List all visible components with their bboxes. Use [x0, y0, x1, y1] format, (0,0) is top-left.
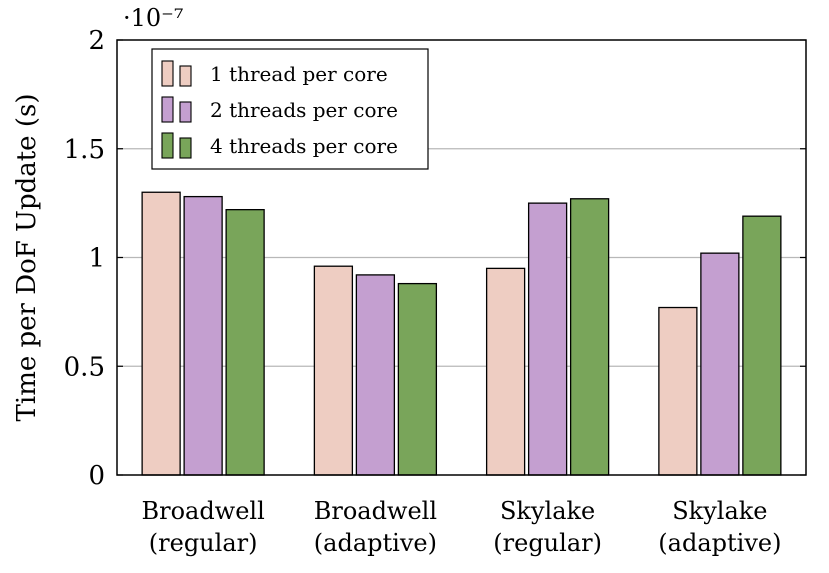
legend-swatch	[161, 132, 174, 159]
legend-label: 2 threads per core	[210, 98, 398, 122]
bar	[183, 195, 223, 476]
bar	[658, 306, 698, 476]
y-axis-label: Time per DoF Update (s)	[12, 94, 42, 422]
legend-swatch	[161, 96, 174, 123]
y-axis-ticks: 0 0.5 1 1.5 2	[64, 26, 806, 491]
bar	[225, 208, 265, 476]
y-tick-label: 0	[88, 461, 105, 491]
y-axis-multiplier: ·10⁻⁷	[123, 4, 183, 32]
x-tick-label: (adaptive)	[314, 529, 437, 557]
y-tick-label: 2	[88, 26, 105, 56]
y-tick-label: 1	[88, 244, 105, 274]
legend: 1 thread per core 2 threads per core 4 thr…	[151, 48, 429, 170]
bar	[569, 198, 610, 476]
x-axis-categories: Broadwell (regular) Broadwell (adaptive) Sky…	[141, 497, 781, 557]
bar	[355, 274, 396, 476]
legend-swatch	[179, 101, 192, 123]
x-tick-label: Broadwell	[314, 497, 437, 525]
x-tick-label: Skylake	[672, 497, 767, 525]
bar	[485, 267, 526, 476]
legend-swatch	[161, 60, 174, 87]
legend-swatch	[179, 65, 192, 87]
x-tick-label: (adaptive)	[658, 529, 781, 557]
bar	[141, 191, 181, 476]
y-tick-label: 1.5	[64, 135, 105, 165]
x-tick-label: Broadwell	[141, 497, 264, 525]
bars	[141, 191, 782, 476]
x-tick-label: Skylake	[500, 497, 595, 525]
bar	[700, 252, 740, 476]
y-tick-label: 0.5	[64, 352, 105, 382]
bar	[397, 282, 438, 476]
bar	[742, 215, 782, 476]
legend-swatch	[179, 137, 192, 159]
bar	[313, 265, 354, 476]
legend-label: 4 threads per core	[210, 134, 398, 158]
legend-label: 1 thread per core	[210, 62, 388, 86]
legend-box	[151, 48, 429, 170]
x-tick-label: (regular)	[493, 529, 602, 557]
bar	[527, 202, 568, 476]
x-tick-label: (regular)	[149, 529, 258, 557]
